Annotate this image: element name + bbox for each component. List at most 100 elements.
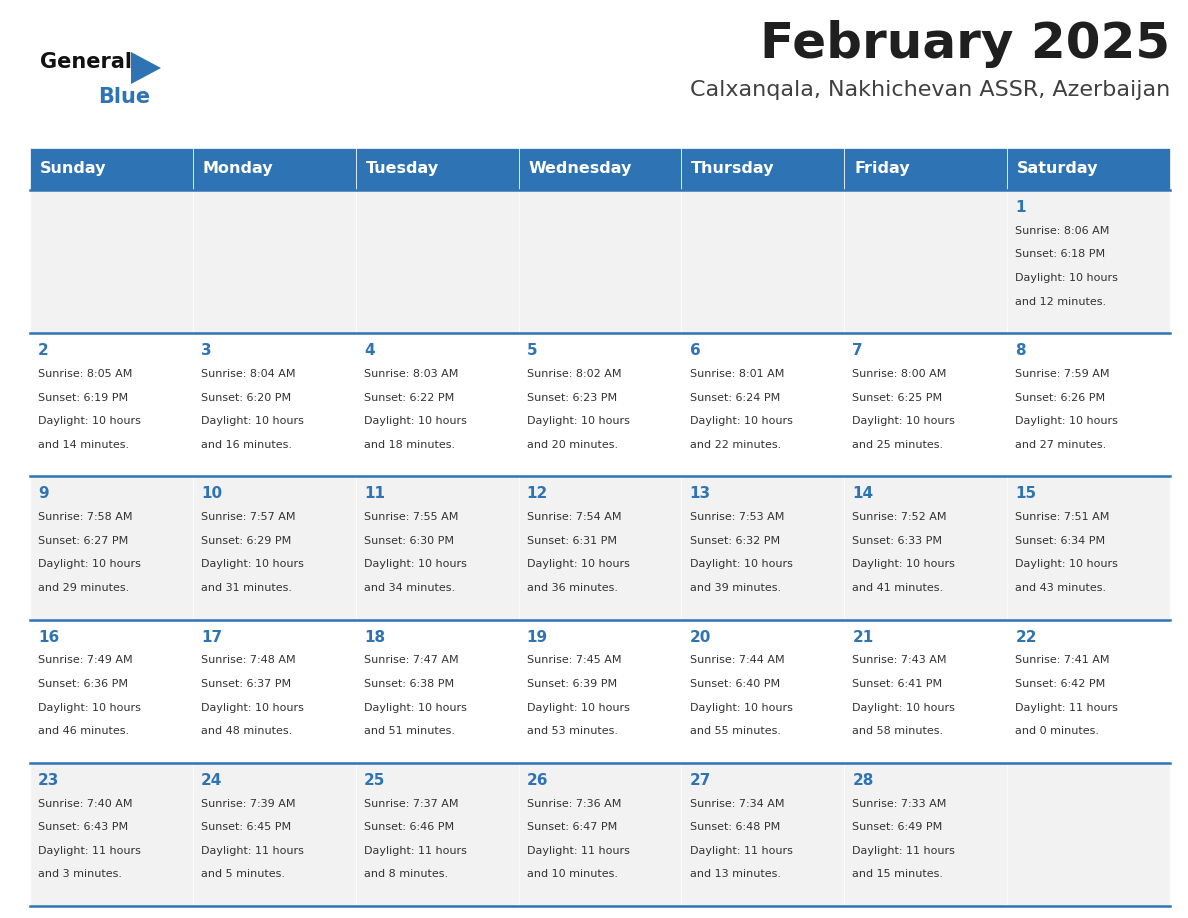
Text: 11: 11 (364, 487, 385, 501)
Text: 27: 27 (689, 773, 710, 788)
Text: Sunset: 6:40 PM: Sunset: 6:40 PM (689, 679, 779, 689)
Text: Sunrise: 7:36 AM: Sunrise: 7:36 AM (526, 799, 621, 809)
Text: Sunset: 6:33 PM: Sunset: 6:33 PM (853, 536, 942, 546)
Text: and 36 minutes.: and 36 minutes. (526, 583, 618, 593)
Text: Daylight: 10 hours: Daylight: 10 hours (526, 559, 630, 569)
Text: and 34 minutes.: and 34 minutes. (364, 583, 455, 593)
Text: and 22 minutes.: and 22 minutes. (689, 440, 781, 450)
Text: Sunrise: 7:37 AM: Sunrise: 7:37 AM (364, 799, 459, 809)
Text: Daylight: 10 hours: Daylight: 10 hours (526, 702, 630, 712)
Text: Sunrise: 7:57 AM: Sunrise: 7:57 AM (201, 512, 296, 522)
Text: Sunset: 6:27 PM: Sunset: 6:27 PM (38, 536, 128, 546)
Text: and 48 minutes.: and 48 minutes. (201, 726, 292, 736)
Text: Daylight: 10 hours: Daylight: 10 hours (364, 559, 467, 569)
Bar (1007, 333, 1170, 476)
Bar (682, 148, 845, 190)
Bar (192, 620, 355, 763)
Text: Sunset: 6:41 PM: Sunset: 6:41 PM (853, 679, 942, 689)
Bar (30, 476, 192, 620)
Text: Sunrise: 7:51 AM: Sunrise: 7:51 AM (1016, 512, 1110, 522)
Text: Sunrise: 7:55 AM: Sunrise: 7:55 AM (364, 512, 459, 522)
Bar (845, 620, 1007, 763)
Text: Daylight: 10 hours: Daylight: 10 hours (201, 416, 304, 426)
Text: Sunset: 6:30 PM: Sunset: 6:30 PM (364, 536, 454, 546)
Bar (682, 763, 845, 906)
Text: Sunrise: 8:00 AM: Sunrise: 8:00 AM (853, 369, 947, 379)
Bar (1007, 476, 1170, 620)
Text: 25: 25 (364, 773, 385, 788)
Text: Sunset: 6:25 PM: Sunset: 6:25 PM (853, 393, 942, 403)
Text: 21: 21 (853, 630, 873, 644)
Text: Sunrise: 8:06 AM: Sunrise: 8:06 AM (1016, 226, 1110, 236)
Text: Calxanqala, Nakhichevan ASSR, Azerbaijan: Calxanqala, Nakhichevan ASSR, Azerbaijan (690, 80, 1170, 100)
Bar (519, 190, 682, 333)
Text: 16: 16 (38, 630, 59, 644)
Text: and 14 minutes.: and 14 minutes. (38, 440, 129, 450)
Text: and 51 minutes.: and 51 minutes. (364, 726, 455, 736)
Text: Sunrise: 7:34 AM: Sunrise: 7:34 AM (689, 799, 784, 809)
Text: Daylight: 10 hours: Daylight: 10 hours (1016, 559, 1118, 569)
Text: and 12 minutes.: and 12 minutes. (1016, 297, 1106, 307)
Text: Daylight: 10 hours: Daylight: 10 hours (689, 416, 792, 426)
Text: Sunrise: 7:48 AM: Sunrise: 7:48 AM (201, 655, 296, 666)
Text: 26: 26 (526, 773, 548, 788)
Text: and 41 minutes.: and 41 minutes. (853, 583, 943, 593)
Text: Sunset: 6:31 PM: Sunset: 6:31 PM (526, 536, 617, 546)
Text: Sunset: 6:47 PM: Sunset: 6:47 PM (526, 823, 617, 833)
Text: General: General (40, 52, 132, 72)
Text: and 55 minutes.: and 55 minutes. (689, 726, 781, 736)
Text: 3: 3 (201, 343, 211, 358)
Text: 2: 2 (38, 343, 49, 358)
Bar (519, 333, 682, 476)
Text: Sunset: 6:38 PM: Sunset: 6:38 PM (364, 679, 454, 689)
Text: Sunrise: 7:44 AM: Sunrise: 7:44 AM (689, 655, 784, 666)
Text: Sunrise: 8:04 AM: Sunrise: 8:04 AM (201, 369, 296, 379)
Text: Sunset: 6:37 PM: Sunset: 6:37 PM (201, 679, 291, 689)
Text: Daylight: 10 hours: Daylight: 10 hours (853, 416, 955, 426)
Text: Sunrise: 7:41 AM: Sunrise: 7:41 AM (1016, 655, 1110, 666)
Text: 20: 20 (689, 630, 710, 644)
Text: 14: 14 (853, 487, 873, 501)
Text: and 13 minutes.: and 13 minutes. (689, 869, 781, 879)
Bar (519, 476, 682, 620)
Text: Wednesday: Wednesday (529, 162, 632, 176)
Bar (30, 620, 192, 763)
Text: and 31 minutes.: and 31 minutes. (201, 583, 292, 593)
Text: Daylight: 10 hours: Daylight: 10 hours (853, 559, 955, 569)
Text: and 20 minutes.: and 20 minutes. (526, 440, 618, 450)
Text: Sunrise: 7:47 AM: Sunrise: 7:47 AM (364, 655, 459, 666)
Text: Sunset: 6:26 PM: Sunset: 6:26 PM (1016, 393, 1105, 403)
Bar (519, 763, 682, 906)
Text: Sunset: 6:29 PM: Sunset: 6:29 PM (201, 536, 291, 546)
Text: and 46 minutes.: and 46 minutes. (38, 726, 129, 736)
Text: Daylight: 10 hours: Daylight: 10 hours (689, 559, 792, 569)
Bar (30, 148, 192, 190)
Bar (1007, 190, 1170, 333)
Text: Sunrise: 7:39 AM: Sunrise: 7:39 AM (201, 799, 296, 809)
Text: Sunset: 6:18 PM: Sunset: 6:18 PM (1016, 250, 1105, 260)
Text: 10: 10 (201, 487, 222, 501)
Text: Daylight: 11 hours: Daylight: 11 hours (689, 845, 792, 856)
Text: 18: 18 (364, 630, 385, 644)
Text: Daylight: 10 hours: Daylight: 10 hours (364, 416, 467, 426)
Text: Sunrise: 7:43 AM: Sunrise: 7:43 AM (853, 655, 947, 666)
Text: 22: 22 (1016, 630, 1037, 644)
Bar (30, 190, 192, 333)
Text: Sunrise: 7:58 AM: Sunrise: 7:58 AM (38, 512, 133, 522)
Text: and 10 minutes.: and 10 minutes. (526, 869, 618, 879)
Text: Daylight: 11 hours: Daylight: 11 hours (526, 845, 630, 856)
Text: and 25 minutes.: and 25 minutes. (853, 440, 943, 450)
Bar (192, 148, 355, 190)
Text: Sunset: 6:20 PM: Sunset: 6:20 PM (201, 393, 291, 403)
Text: Saturday: Saturday (1017, 162, 1099, 176)
Bar (30, 763, 192, 906)
Bar (355, 476, 519, 620)
Text: and 18 minutes.: and 18 minutes. (364, 440, 455, 450)
Text: Sunrise: 8:05 AM: Sunrise: 8:05 AM (38, 369, 133, 379)
Text: Daylight: 11 hours: Daylight: 11 hours (853, 845, 955, 856)
Text: Blue: Blue (97, 87, 150, 107)
Text: Sunrise: 7:52 AM: Sunrise: 7:52 AM (853, 512, 947, 522)
Text: Sunset: 6:48 PM: Sunset: 6:48 PM (689, 823, 779, 833)
Text: 12: 12 (526, 487, 548, 501)
Text: and 39 minutes.: and 39 minutes. (689, 583, 781, 593)
